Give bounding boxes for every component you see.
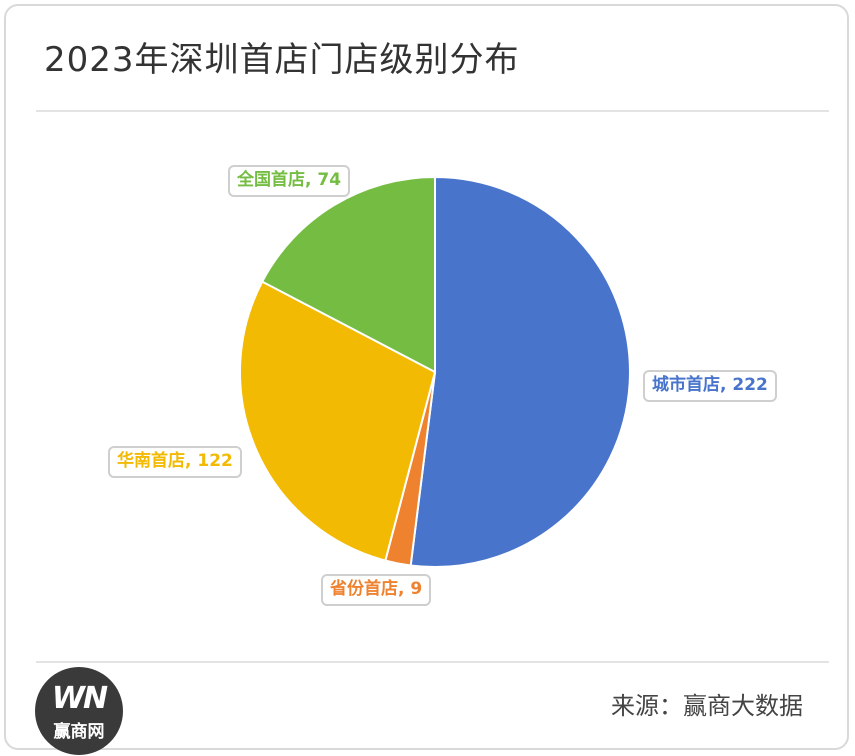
chart-title: 2023年深圳首店门店级别分布 — [44, 40, 520, 80]
logo-text: 赢商网 — [53, 722, 105, 742]
slice-label-1: 城市首店, 222 — [643, 370, 777, 402]
pie-slice-4 — [260, 175, 436, 374]
logo-mark: WN — [51, 681, 108, 716]
slice-label-3: 华南首店, 122 — [108, 446, 242, 478]
source-text: 来源：赢商大数据 — [611, 692, 803, 720]
logo: WN 赢商网 — [35, 667, 123, 755]
title-divider — [36, 110, 829, 112]
pie-slice-1 — [409, 175, 631, 568]
slice-label-2: 省份首店, 9 — [321, 574, 432, 606]
footer-divider — [36, 661, 829, 663]
slice-label-4: 全国首店, 74 — [228, 165, 351, 197]
pie-slice-3 — [239, 280, 437, 562]
